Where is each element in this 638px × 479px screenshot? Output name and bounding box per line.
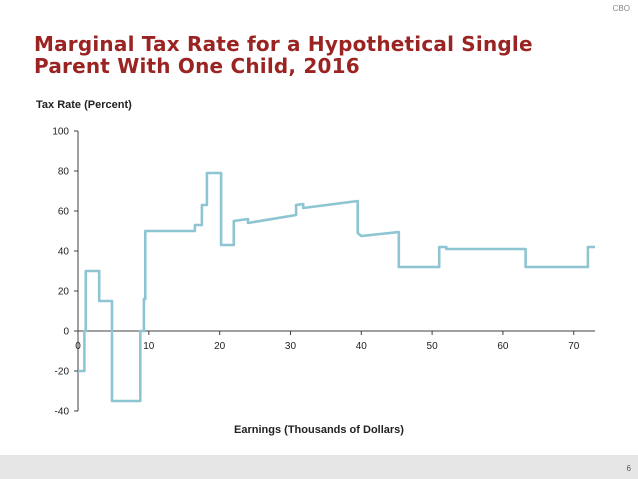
chart-axes [77,131,595,411]
x-tick-label: 40 [356,341,368,352]
y-tick-label: 60 [58,207,70,218]
x-tick-label: 60 [497,341,509,352]
y-tick-label: 0 [63,327,69,338]
x-tick-label: 50 [427,341,439,352]
y-tick-label: -20 [55,367,70,378]
x-tick-label: 30 [285,341,297,352]
y-axis-label: Tax Rate (Percent) [36,99,132,111]
chart-ticks: -40 -20 0 20 40 60 80 100 0 10 20 30 40 50 60 70 [52,127,579,418]
y-tick-label: 20 [58,287,70,298]
footer-bar [0,455,638,479]
x-axis-label: Earnings (Thousands of Dollars) [234,424,404,436]
cbo-corner-tag: CBO [612,4,630,13]
series-line [78,171,595,403]
y-tick-label: 100 [52,127,69,138]
y-tick-label: -40 [55,407,70,418]
page-number: 6 [626,464,631,473]
y-tick-label: 80 [58,167,70,178]
x-tick-label: 10 [143,341,155,352]
chart-series [78,171,595,403]
chart-title: Marginal Tax Rate for a Hypothetical Sin… [34,32,533,78]
x-tick-label: 70 [568,341,580,352]
x-tick-label: 0 [75,341,81,352]
y-tick-label: 40 [58,247,70,258]
x-tick-label: 20 [214,341,226,352]
